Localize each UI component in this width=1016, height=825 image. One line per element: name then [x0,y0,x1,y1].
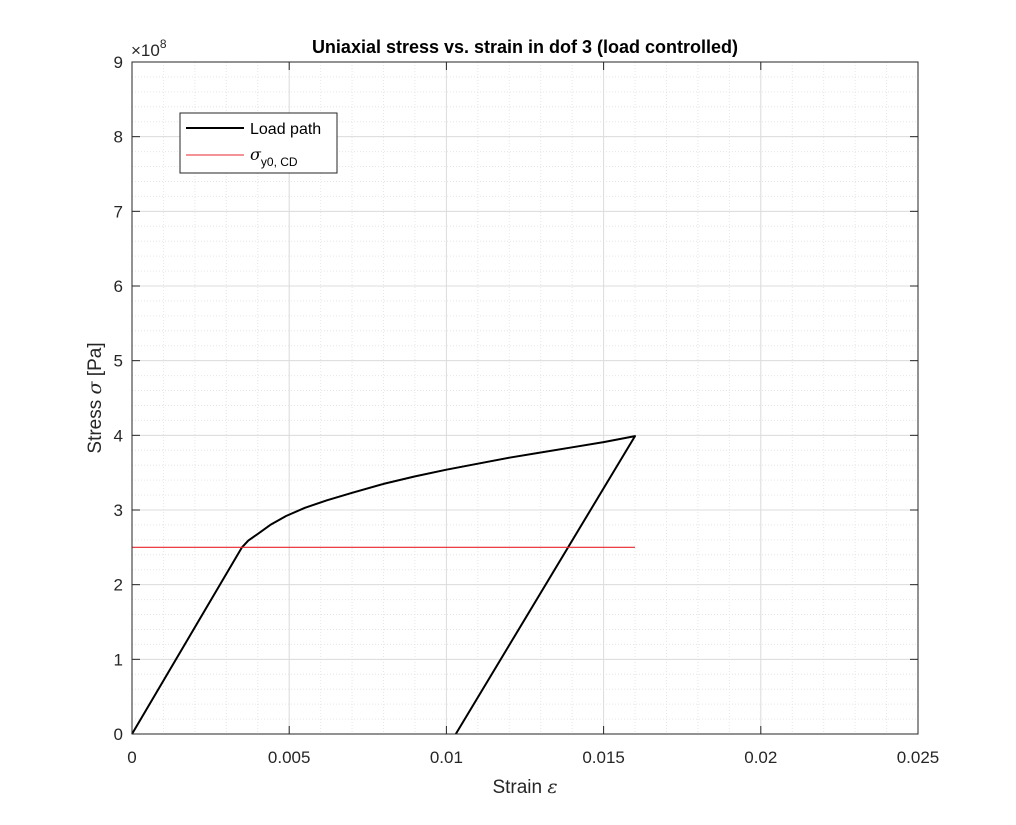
x-tick-label: 0.005 [268,748,311,767]
y-tick-label: 8 [114,128,123,147]
x-tick-label: 0.01 [430,748,463,767]
legend-label-yield-stress: σy0, CD [250,145,298,169]
x-tick-label: 0.02 [744,748,777,767]
y-tick-label: 9 [114,53,123,72]
y-axis-unit: [Pa] [85,342,106,376]
legend: Load path σy0, CD [179,112,338,174]
legend-yield-symbol: σ [250,145,262,164]
y-tick-label: 6 [114,277,123,296]
legend-yield-subscript: y0, CD [261,155,298,169]
y-tick-label: 3 [114,501,123,520]
axis-ticks: 0 0.005 0.01 0.015 0.02 0.025 0 1 2 3 4 5 6 7 8 9 [114,53,940,767]
plot-area-frame [131,61,919,735]
x-tick-label: 0.015 [582,748,625,767]
y-exponent-value: 8 [160,37,167,51]
x-tick-label: 0.025 [897,748,940,767]
y-axis-label-text: Stress [85,400,106,454]
x-axis-label: Strain ε [492,776,557,798]
y-tick-label: 7 [114,202,123,221]
x-axis-symbol: ε [547,776,557,798]
y-exponent-base: ×10 [131,41,160,60]
chart-title: Uniaxial stress vs. strain in dof 3 (loa… [312,37,738,57]
grid-lines [131,61,919,735]
y-exponent-label: ×108 [131,37,167,60]
legend-box [179,112,338,174]
y-tick-label: 5 [114,352,123,371]
y-tick-label: 1 [114,650,123,669]
x-axis-label-text: Strain [492,777,542,798]
y-tick-label: 0 [114,725,123,744]
y-axis-label: Stress σ [Pa] [84,342,106,453]
y-tick-label: 2 [114,576,123,595]
y-tick-label: 4 [114,426,123,445]
series-lines [131,435,636,735]
y-axis-symbol: σ [84,380,106,394]
x-tick-label: 0 [127,748,136,767]
legend-label-load-path: Load path [250,121,321,138]
series-line-load-path [131,435,636,735]
